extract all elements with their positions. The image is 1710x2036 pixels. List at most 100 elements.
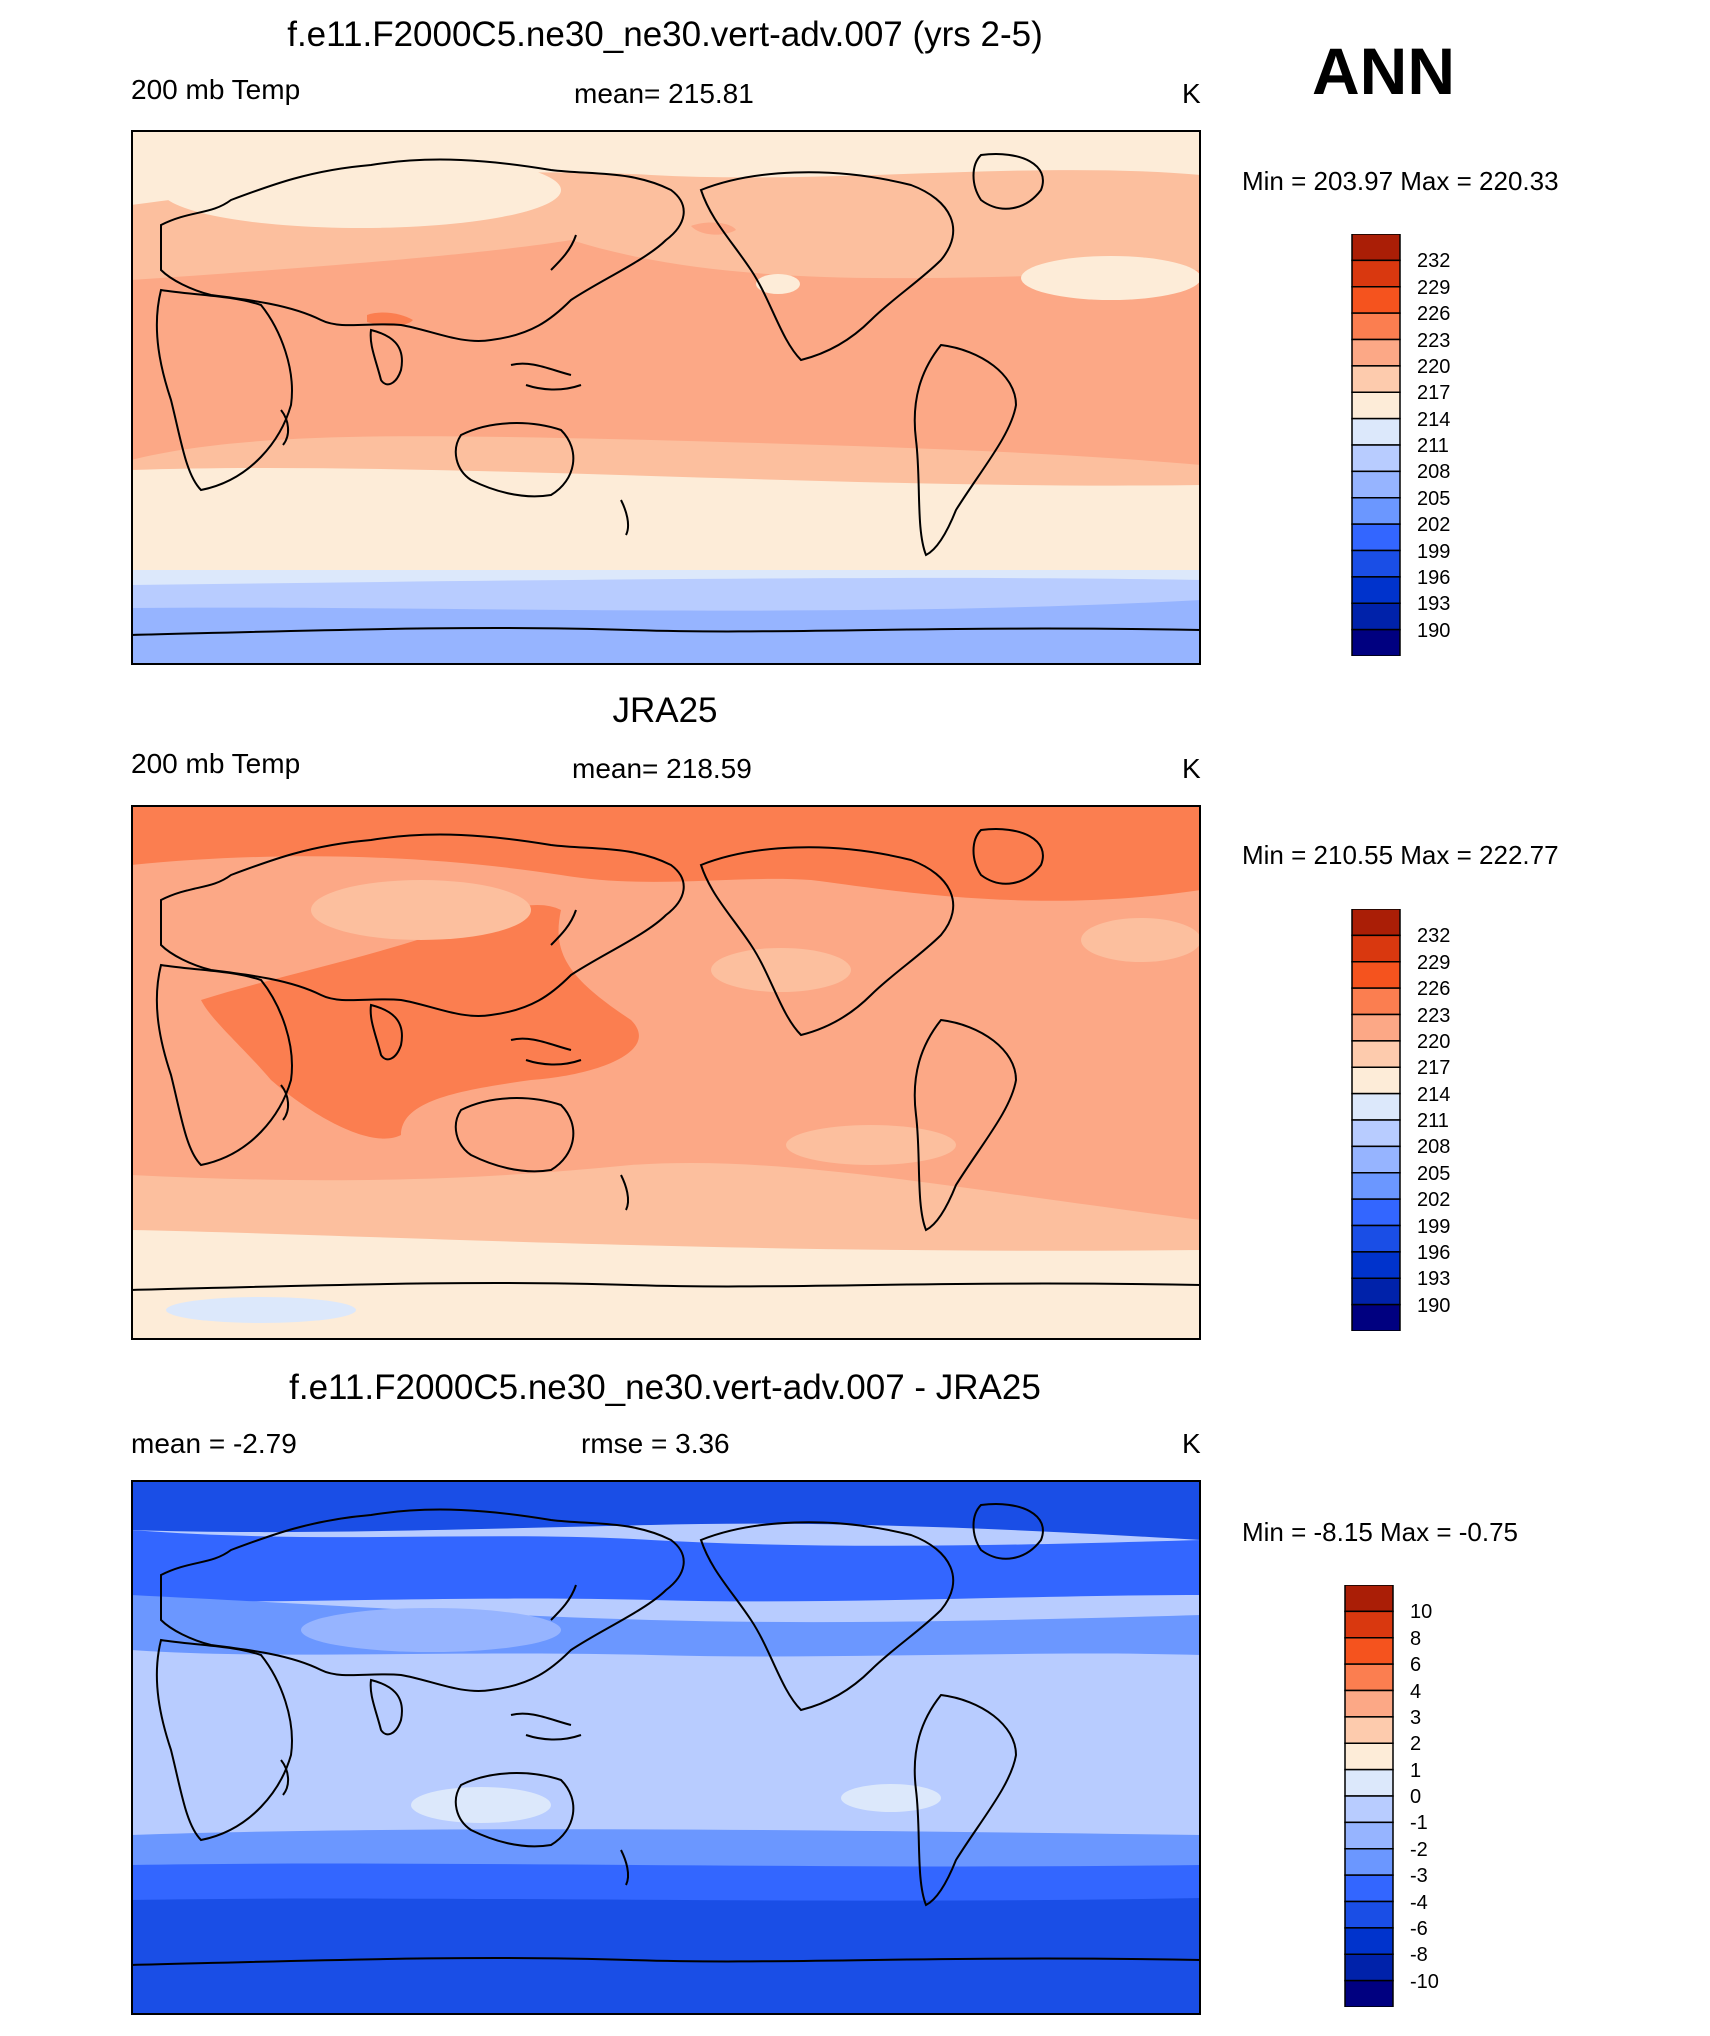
colorbar-swatch	[1351, 259, 1401, 288]
map-frame	[131, 130, 1201, 665]
panel-2-mean-label: mean= 218.59	[572, 753, 752, 784]
coast-se-asia-islands	[510, 1037, 582, 1066]
colorbar-swatch	[1351, 1303, 1401, 1331]
coast-australia	[454, 422, 575, 498]
coast-antarctica	[131, 1281, 1201, 1291]
colorbar-level-label: 190	[1417, 619, 1451, 642]
colorbar-swatch	[1344, 1610, 1394, 1639]
panel-1-mean-label: mean= 215.81	[574, 78, 754, 109]
colorbar-level-label: 4	[1410, 1680, 1422, 1703]
colorbar-level-label: 208	[1417, 461, 1451, 484]
colorbar-level-label: 214	[1417, 408, 1451, 431]
colorbar-swatch	[1344, 1585, 1394, 1613]
colorbar-swatch	[1351, 1224, 1401, 1253]
colorbar-swatch	[1351, 549, 1401, 578]
coast-samerica	[913, 1693, 1018, 1907]
coast-madagascar	[280, 1084, 289, 1121]
colorbar-level-label: 217	[1417, 1057, 1451, 1080]
colorbar-swatch	[1351, 628, 1401, 656]
season-label: ANN	[1312, 34, 1455, 108]
panel-3-map	[131, 1480, 1201, 2015]
map-frame	[131, 1480, 1201, 2015]
coast-japan	[550, 1584, 577, 1621]
colorbar-swatch	[1344, 1874, 1394, 1903]
coast-nz	[620, 1849, 630, 1886]
band-pale-south	[131, 467, 1201, 570]
band-warm-north	[131, 805, 1201, 901]
weak-anomaly-australia	[411, 1787, 551, 1823]
colorbar-swatch	[1351, 602, 1401, 631]
colorbar-swatch	[1351, 1013, 1401, 1042]
colorbar-level-label: 208	[1417, 1136, 1451, 1159]
cool-patch-pacific	[756, 274, 800, 294]
colorbar-swatch	[1344, 1979, 1394, 2007]
cool-patch-eurasia	[161, 152, 561, 228]
colorbar-swatch	[1344, 1927, 1394, 1955]
colorbar-swatch	[1351, 961, 1401, 989]
colorbar-level-label: -6	[1410, 1917, 1428, 1940]
panel-1-title: f.e11.F2000C5.ne30_ne30.vert-adv.007 (yr…	[287, 15, 1043, 54]
band-orange-tropics	[131, 240, 1201, 465]
colorbar-level-label: 226	[1417, 303, 1451, 326]
coast-india	[369, 328, 403, 386]
coast-namerica	[699, 171, 955, 362]
coast-europe-asia	[160, 158, 685, 342]
panel-3-colorbar	[1344, 1585, 1394, 2007]
colorbar-level-label: 199	[1417, 1215, 1451, 1238]
weak-anomaly-epacific	[841, 1784, 941, 1812]
colorbar-swatch	[1351, 1092, 1401, 1121]
panel-1-map	[131, 130, 1201, 665]
colorbar-swatch	[1351, 1040, 1401, 1068]
colorbar-swatch	[1351, 987, 1401, 1016]
colorbar-level-label: 214	[1417, 1083, 1451, 1106]
colorbar-swatch	[1351, 470, 1401, 499]
panel-1-colorbar	[1351, 234, 1401, 656]
colorbar-swatch	[1351, 934, 1401, 963]
colorbar-swatch	[1351, 365, 1401, 393]
coast-antarctica	[131, 626, 1201, 636]
panel-3-units-label: K	[1182, 1428, 1201, 1459]
panel-2-field-label: 200 mb Temp	[131, 748, 301, 779]
colorbar-swatch	[1351, 1172, 1401, 1200]
panel-3-mean-label: mean = -2.79	[131, 1428, 297, 1459]
colorbar-swatch	[1351, 312, 1401, 341]
colorbar-level-label: 223	[1417, 329, 1451, 352]
colorbar-swatch	[1351, 576, 1401, 604]
panel-1-minmax-label: Min = 203.97 Max = 220.33	[1242, 166, 1559, 196]
colorbar-level-label: 220	[1417, 1030, 1451, 1053]
colorbar-swatch	[1344, 1663, 1394, 1692]
colorbar-swatch	[1351, 1145, 1401, 1174]
coast-africa	[155, 963, 293, 1167]
colorbar-swatch	[1351, 497, 1401, 525]
coast-australia	[454, 1097, 575, 1173]
coast-namerica	[699, 1521, 955, 1712]
panel-3-title: f.e11.F2000C5.ne30_ne30.vert-adv.007 - J…	[289, 1368, 1041, 1407]
colorbar-level-label: 8	[1410, 1627, 1422, 1650]
colorbar-level-label: 217	[1417, 382, 1451, 405]
band-blue-2	[131, 600, 1201, 665]
coast-greenland	[972, 1503, 1044, 1560]
coast-se-asia-islands	[510, 1712, 582, 1741]
cool-patch-antarctica	[166, 1297, 356, 1323]
colorbar-level-label: 205	[1417, 487, 1451, 510]
colorbar-level-label: 205	[1417, 1162, 1451, 1185]
colorbar-swatch	[1351, 234, 1401, 262]
colorbar-level-label: 211	[1417, 1110, 1449, 1132]
colorbar-level-label: 229	[1417, 951, 1451, 974]
colorbar-swatch	[1351, 1277, 1401, 1306]
map-frame	[131, 805, 1201, 1340]
coast-madagascar	[280, 409, 289, 446]
colorbar-swatch	[1344, 1900, 1394, 1929]
colorbar-level-label: 1	[1410, 1759, 1422, 1782]
panel-3-minmax-label: Min = -8.15 Max = -0.75	[1242, 1517, 1519, 1547]
colorbar-level-label: 196	[1417, 566, 1451, 589]
coast-se-asia-islands	[510, 362, 582, 391]
light-patch-asia	[301, 1608, 561, 1652]
colorbar-level-label: 10	[1410, 1601, 1433, 1624]
cool-patch-spacific	[786, 1125, 956, 1165]
panel-2-minmax-label: Min = 210.55 Max = 222.77	[1242, 840, 1559, 870]
colorbar-swatch	[1351, 417, 1401, 446]
colorbar-swatch	[1344, 1953, 1394, 1982]
panel-1-units-label: K	[1182, 78, 1201, 109]
band-warm-tropics	[201, 905, 639, 1139]
